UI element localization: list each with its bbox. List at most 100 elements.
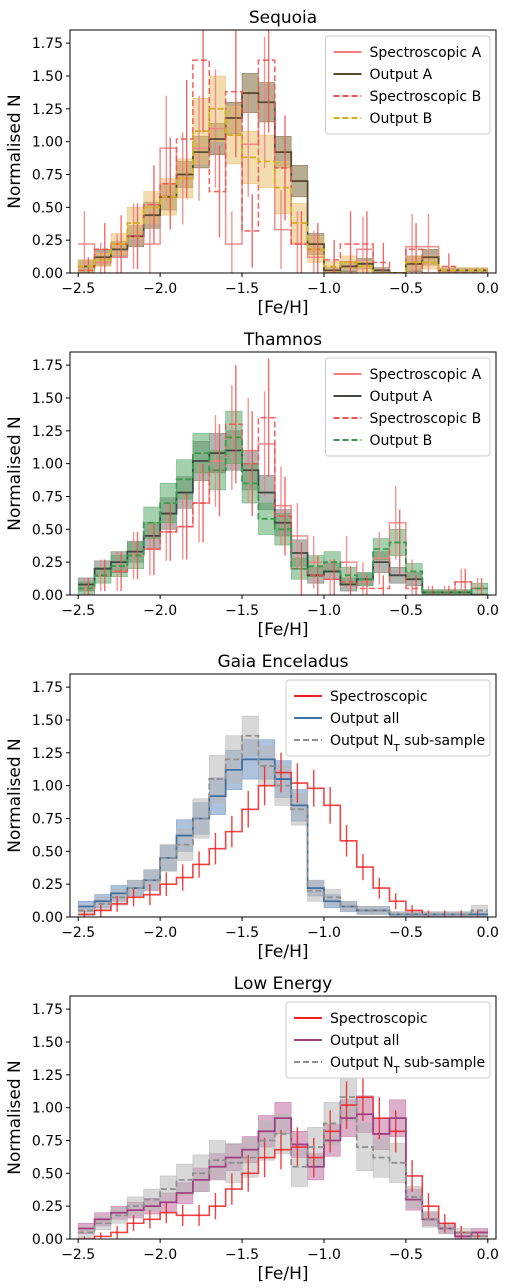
y-tick-label: 0.75 [32,489,63,505]
panel-1: −2.5 −2.0 −1.5 −1.0 −0.5 0.0 0.00 0.25 0.50 0.75 1… [5,8,499,318]
legend-label: Output B [370,433,433,449]
y-tick-label: 1.00 [32,1101,63,1117]
y-tick-label: 0.25 [32,1199,63,1215]
x-tick-label: −2.5 [61,925,95,941]
x-tick-label: −2.0 [143,603,177,619]
legend-frame [285,1001,491,1079]
axes-frame [69,29,497,274]
y-tick-label: 0.25 [32,555,63,571]
y-tick-label: 1.25 [32,102,63,118]
x-tick-label: 0.0 [477,1247,499,1263]
errorbar-group [87,30,450,273]
legend-label: Output all [330,1033,399,1049]
y-tick-label: 0.75 [32,1133,63,1149]
x-tick-label: −0.5 [389,925,423,941]
legend: Spectroscopic A Output A Spectroscopic B Ou… [325,357,491,457]
legend-label: Spectroscopic [330,1011,428,1027]
errorbar-group [83,384,479,595]
y-tick-label: 1.75 [32,36,63,52]
step-line [78,59,488,273]
legend: Spectroscopic Output all Output NT sub-sam… [285,679,491,757]
y-tick-label: 1.50 [32,1035,63,1051]
y-tick-label: 0.00 [32,266,63,282]
x-axis-label: [Fe/H] [257,620,308,640]
y-tick-label: 1.00 [32,457,63,473]
chart-title: Low Energy [234,974,332,994]
y-tick-label: 0.50 [32,1166,63,1182]
legend-frame [325,357,491,457]
y-tick-label: 1.25 [32,1068,63,1084]
legend: Spectroscopic Output all Output NT sub-sam… [285,1001,491,1079]
legend-frame [325,35,491,135]
step-line [78,436,488,594]
y-tick-label: 0.50 [32,522,63,538]
x-axis-label: [Fe/H] [257,1264,308,1284]
step-line [78,1096,488,1238]
step-line [78,107,488,273]
plot-area [77,358,489,595]
y-axis-label: Normalised N [5,416,25,530]
y-axis-label: Normalised N [5,1060,25,1174]
y-tick-label: 0.00 [32,588,63,604]
legend-label: Spectroscopic A [370,45,482,61]
x-tick-label: −1.0 [307,603,341,619]
x-tick-label: −1.0 [307,281,341,297]
x-axis-label: [Fe/H] [257,298,308,318]
y-tick-label: 0.00 [32,1232,63,1248]
y-tick-label: 1.25 [32,746,63,762]
y-tick-label: 0.00 [32,910,63,926]
x-tick-label: 0.0 [477,925,499,941]
y-tick-label: 1.50 [32,713,63,729]
x-tick-label: −1.0 [307,1247,341,1263]
chart-title: Thamnos [243,330,322,350]
y-tick-label: 1.50 [32,391,63,407]
y-tick-label: 0.75 [32,811,63,827]
step-line [78,1096,488,1239]
y-tick-label: 0.25 [32,233,63,249]
legend-label: Output A [370,67,433,83]
x-tick-label: −1.5 [225,925,259,941]
y-tick-label: 1.75 [32,358,63,374]
y-tick-label: 1.75 [32,680,63,696]
panel-2: −2.5 −2.0 −1.5 −1.0 −0.5 0.0 0.00 0.25 0.50 0.75 1… [5,330,499,640]
x-tick-label: 0.0 [477,603,499,619]
legend-label: Spectroscopic A [370,367,482,383]
x-tick-label: −0.5 [389,603,423,619]
x-tick-label: −1.5 [225,281,259,297]
y-tick-label: 0.75 [32,167,63,183]
x-tick-label: −2.5 [61,603,95,619]
panel-3: −2.5 −2.0 −1.5 −1.0 −0.5 0.0 0.00 0.25 0.50 0.75 1… [5,652,499,962]
step-line [78,449,488,595]
x-tick-label: −2.5 [61,1247,95,1263]
legend-label: Spectroscopic B [370,411,482,427]
chart-title: Sequoia [249,8,317,28]
legend-label: Spectroscopic B [370,89,482,105]
legend-label: Output all [330,711,399,727]
axes-frame [69,673,497,918]
plot-area [77,1073,489,1239]
x-tick-label: −1.0 [307,925,341,941]
x-tick-label: −0.5 [389,281,423,297]
legend: Spectroscopic A Output A Spectroscopic B Ou… [325,35,491,135]
axes-frame [69,995,497,1240]
x-tick-label: 0.0 [477,281,499,297]
x-tick-label: −1.5 [225,603,259,619]
errorbar-group [87,358,483,595]
legend-label: Output B [370,111,433,127]
plot-area [77,30,489,273]
y-tick-label: 0.50 [32,200,63,216]
x-tick-label: −1.5 [225,1247,259,1263]
step-line [78,771,488,916]
panel-4: −2.5 −2.0 −1.5 −1.0 −0.5 0.0 0.00 0.25 0.50 0.75 1… [5,974,499,1284]
x-axis-label: [Fe/H] [257,942,308,962]
y-tick-label: 1.00 [32,779,63,795]
chart-title: Gaia Enceladus [217,652,348,672]
legend-label: Output NT sub-sample [330,1055,485,1076]
y-tick-label: 1.25 [32,424,63,440]
x-tick-label: −2.0 [143,925,177,941]
legend-label: Output NT sub-sample [330,733,485,754]
step-line [78,734,488,916]
y-tick-label: 0.25 [32,877,63,893]
y-tick-label: 0.50 [32,844,63,860]
